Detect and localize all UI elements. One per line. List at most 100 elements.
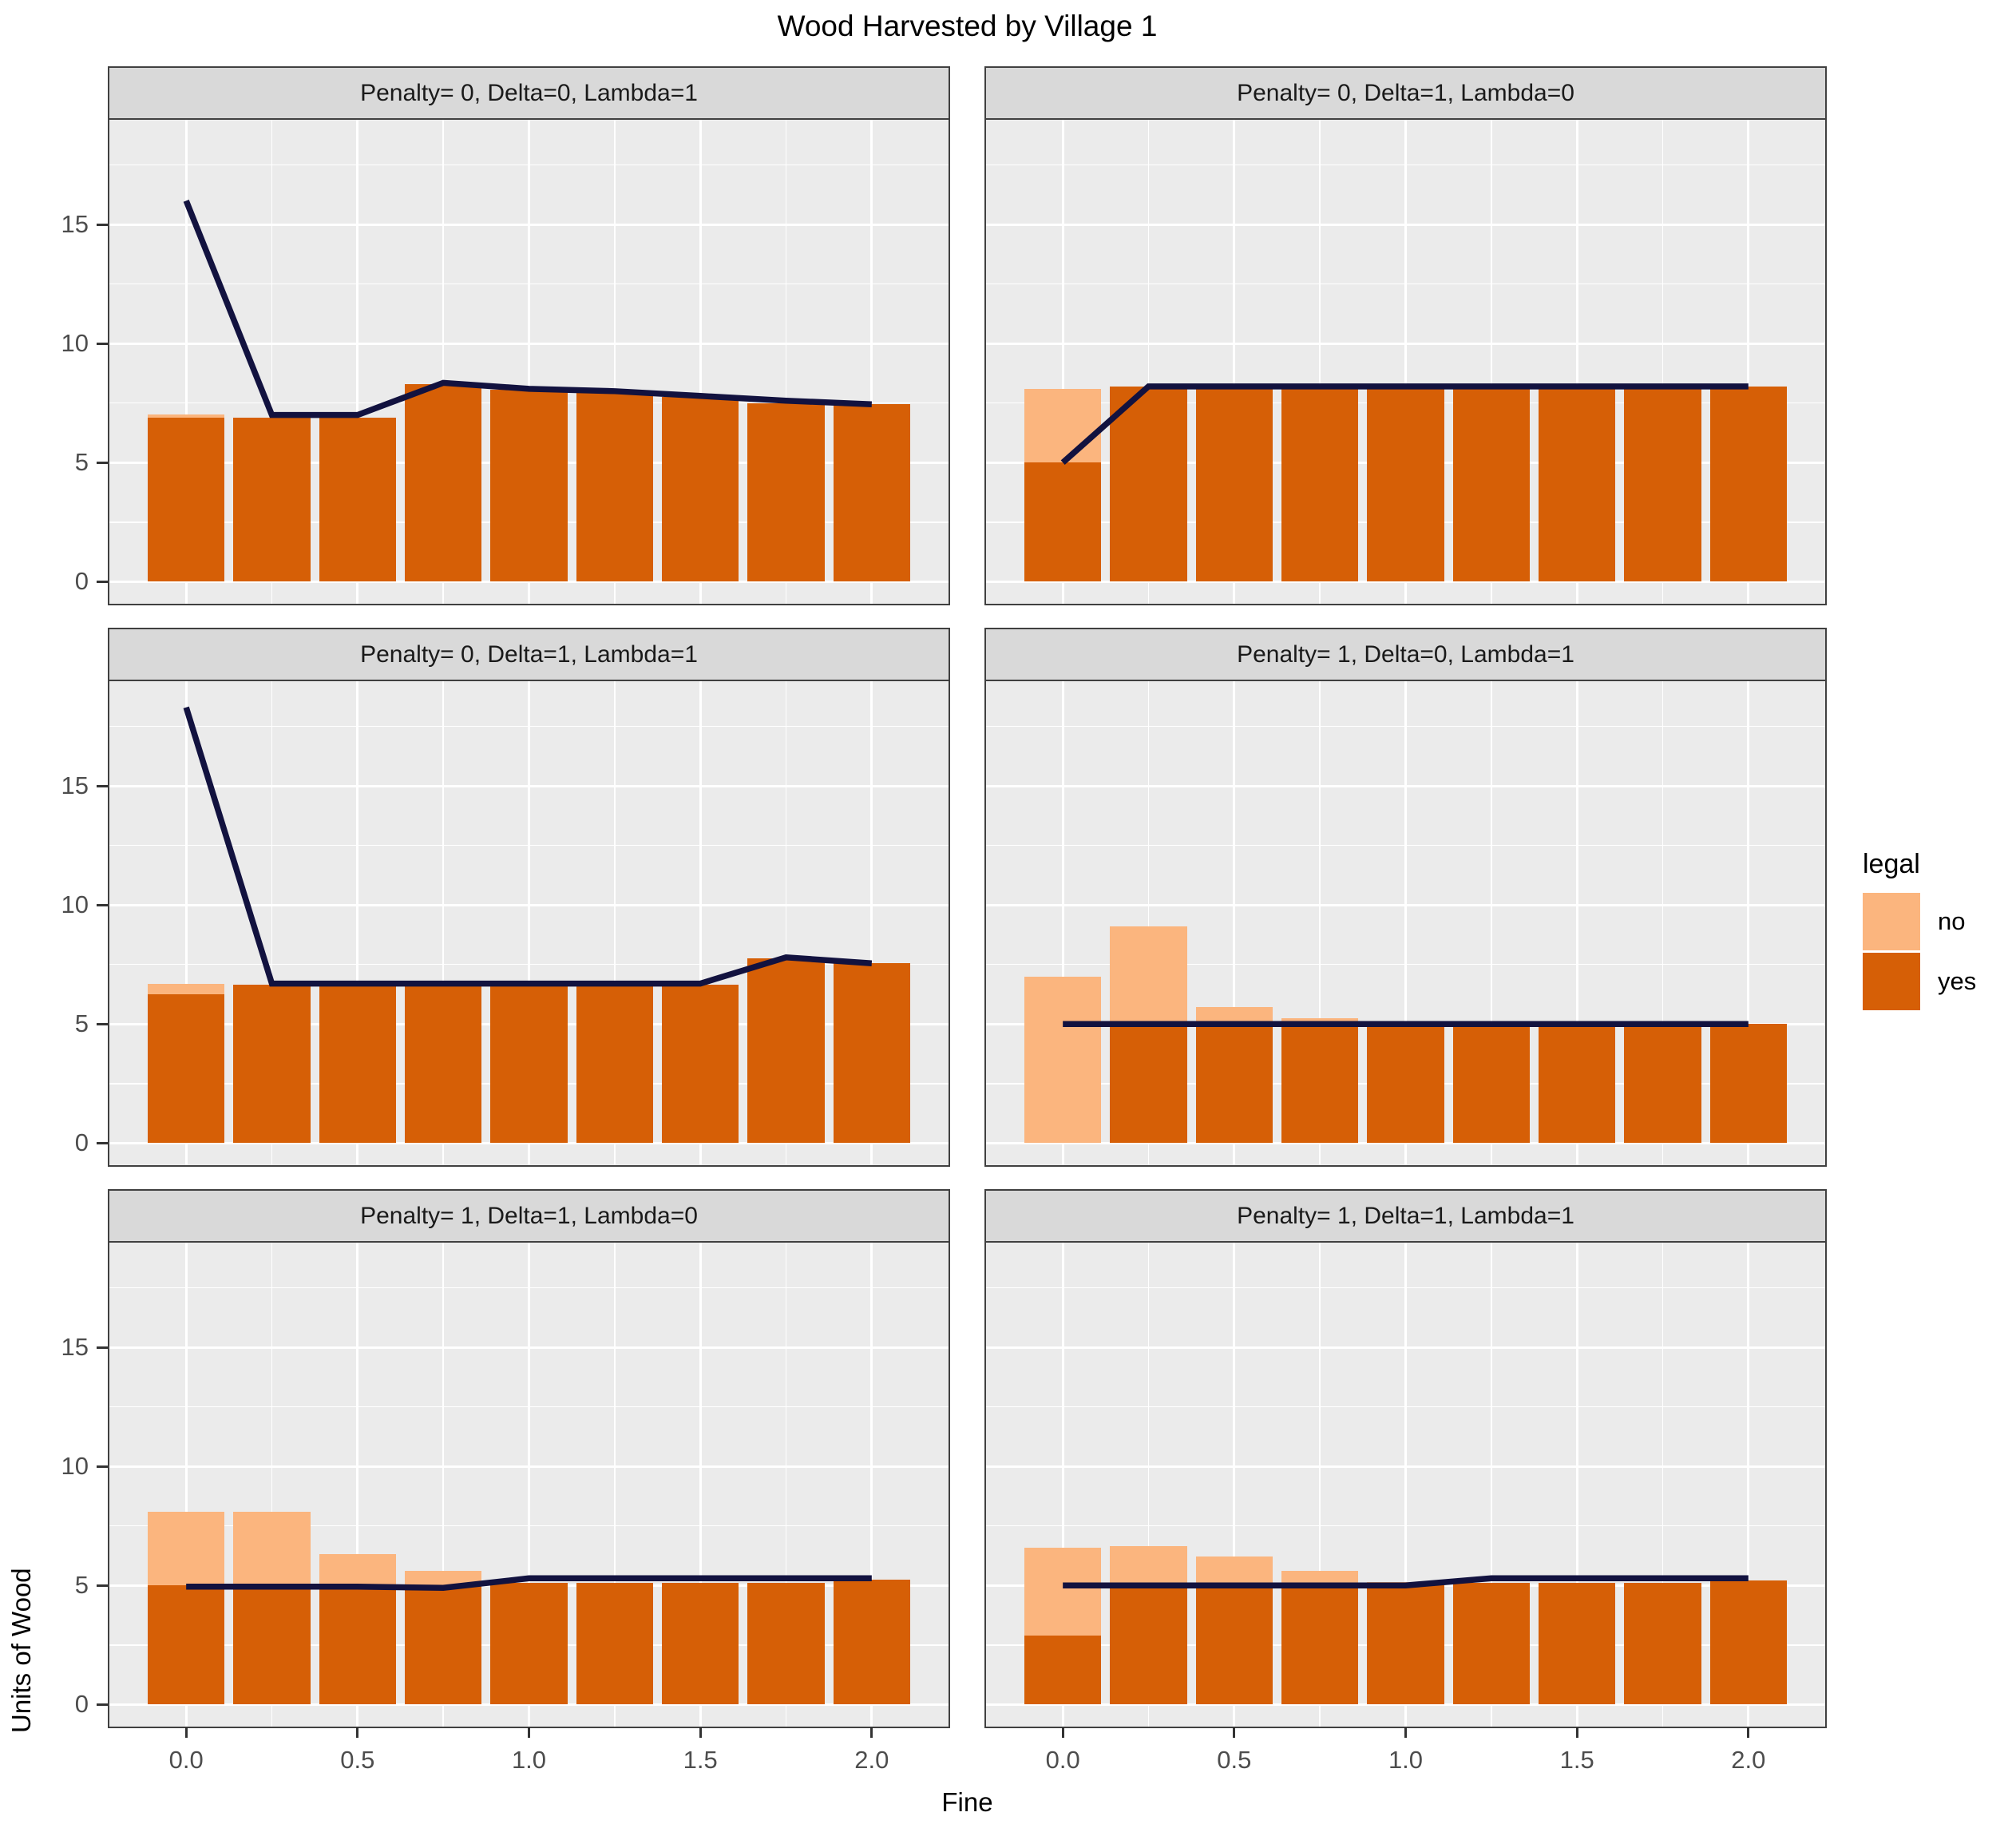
- bar-segment-yes: [661, 397, 739, 582]
- bar-segment-yes: [404, 1585, 482, 1705]
- bar-segment-no: [1281, 1571, 1359, 1586]
- facet-plot: [984, 118, 1827, 605]
- bar-segment-yes: [1195, 1024, 1273, 1144]
- grid-major-x: [184, 120, 188, 604]
- facet-2: Penalty= 0, Delta=1, Lambda=1 0 5 10 15: [61, 628, 950, 1167]
- grid-major-x: [699, 1243, 702, 1727]
- grid-major-x: [1061, 1243, 1064, 1727]
- grid-minor-x: [1491, 120, 1492, 604]
- x-axis-title: Fine: [941, 1787, 993, 1817]
- x-tick-label: 1.5: [1559, 1746, 1594, 1774]
- bar-segment-no: [1110, 926, 1187, 1025]
- bar-segment-yes: [490, 390, 568, 582]
- y-tick-label: 10: [61, 890, 89, 919]
- bar-segment-yes: [1024, 1635, 1102, 1705]
- x-tick-mark: [184, 1727, 188, 1738]
- facet-strip-label: Penalty= 0, Delta=0, Lambda=1: [360, 79, 698, 106]
- grid-major-x: [1747, 1243, 1750, 1727]
- bar-segment-yes: [233, 1585, 311, 1705]
- x-tick-mark: [1233, 1727, 1236, 1738]
- bar-segment-yes: [1538, 1024, 1616, 1144]
- bar-segment-yes: [1624, 1024, 1701, 1144]
- trend-line-path: [183, 706, 873, 987]
- x-tick-mark: [1061, 1727, 1064, 1738]
- bar-segment-yes: [1452, 1024, 1531, 1144]
- bar-segment-yes: [319, 1585, 397, 1705]
- grid-major-x: [1575, 1243, 1578, 1727]
- grid-major-x: [528, 120, 530, 604]
- bar-segment-yes: [1709, 1024, 1788, 1144]
- grid-minor-x: [442, 681, 444, 1165]
- bar-segment-yes: [1110, 1585, 1187, 1705]
- trend-line: [1063, 1021, 1749, 1027]
- bar-segment-no: [1024, 1547, 1102, 1636]
- grid-minor-x: [614, 120, 616, 604]
- x-tick-mark: [1404, 1727, 1407, 1738]
- trend-line-path: [186, 1575, 872, 1591]
- grid-major-x: [1233, 681, 1236, 1165]
- bar-segment-yes: [1110, 386, 1187, 582]
- x-tick-label: 2.0: [1731, 1746, 1766, 1774]
- y-tick-label: 15: [61, 210, 89, 239]
- bar-segment-yes: [1367, 1585, 1444, 1705]
- bar-segment-no: [233, 1511, 311, 1586]
- bar-segment-no: [1195, 1007, 1273, 1025]
- y-tick-label: 0: [74, 1690, 89, 1719]
- grid-major-x: [1747, 681, 1750, 1165]
- bar-segment-yes: [404, 383, 482, 582]
- trend-line: [1060, 383, 1749, 466]
- grid-minor-x: [1491, 681, 1492, 1165]
- bar-segment-no: [1024, 388, 1102, 463]
- y-tick-mark: [97, 461, 108, 464]
- x-tick-mark: [356, 1727, 359, 1738]
- trend-line-path: [1063, 1575, 1749, 1588]
- bar-segment-no: [1110, 1546, 1187, 1586]
- y-tick-label: 5: [74, 1009, 89, 1038]
- bar-segment-yes: [1110, 1024, 1187, 1144]
- y-tick-label: 15: [61, 771, 89, 800]
- grid-minor-x: [1662, 120, 1664, 604]
- grid-minor-x: [1319, 1243, 1321, 1727]
- x-tick-label: 1.0: [511, 1746, 547, 1774]
- grid-minor-x: [271, 120, 273, 604]
- bar-segment-yes: [404, 985, 482, 1144]
- facet-panels-grid: Penalty= 0, Delta=0, Lambda=1 0 5 10 15 Penal…: [61, 66, 1827, 1774]
- grid-minor-x: [271, 1243, 273, 1727]
- grid-major-x: [1747, 120, 1750, 604]
- facet-3: Penalty= 1, Delta=0, Lambda=1: [984, 628, 1827, 1167]
- grid-minor-x: [785, 1243, 787, 1727]
- bar-segment-yes: [833, 1579, 911, 1705]
- facet-strip-label: Penalty= 0, Delta=1, Lambda=1: [360, 640, 698, 668]
- grid-major-x: [528, 1243, 530, 1727]
- facet-plot: 0 5 10 15: [61, 680, 950, 1167]
- y-tick-label: 5: [74, 1571, 89, 1600]
- bar-segment-yes: [747, 403, 825, 582]
- bar-segment-yes: [233, 417, 311, 582]
- grid-minor-x: [1662, 681, 1664, 1165]
- bar-segment-yes: [490, 985, 568, 1144]
- bar-segment-no: [147, 414, 225, 418]
- grid-minor-x: [1147, 1243, 1150, 1727]
- grid-major-x: [1233, 1243, 1236, 1727]
- x-tick-label: 0.5: [340, 1746, 375, 1774]
- bar-segment-yes: [1195, 386, 1273, 582]
- grid-major-x: [1061, 120, 1064, 604]
- bar-segment-yes: [747, 958, 825, 1144]
- x-tick-mark: [528, 1727, 530, 1738]
- bar-segment-yes: [490, 1583, 568, 1705]
- bar-segment-yes: [1281, 1024, 1359, 1144]
- grid-minor-x: [271, 681, 273, 1165]
- facet-strip: Penalty= 1, Delta=1, Lambda=0: [108, 1189, 950, 1241]
- y-tick-label: 10: [61, 329, 89, 358]
- grid-minor-x: [1491, 1243, 1492, 1727]
- grid-minor-x: [785, 120, 787, 604]
- y-tick-label: 10: [61, 1452, 89, 1481]
- grid-major-x: [528, 681, 530, 1165]
- x-tick-mark: [699, 1727, 702, 1738]
- grid-minor-x: [785, 681, 787, 1165]
- bar-segment-yes: [1538, 386, 1616, 582]
- grid-major-x: [870, 1243, 873, 1727]
- x-tick-label: 0.0: [1045, 1746, 1080, 1774]
- y-tick-mark: [97, 1346, 108, 1349]
- grid-major-x: [699, 120, 702, 604]
